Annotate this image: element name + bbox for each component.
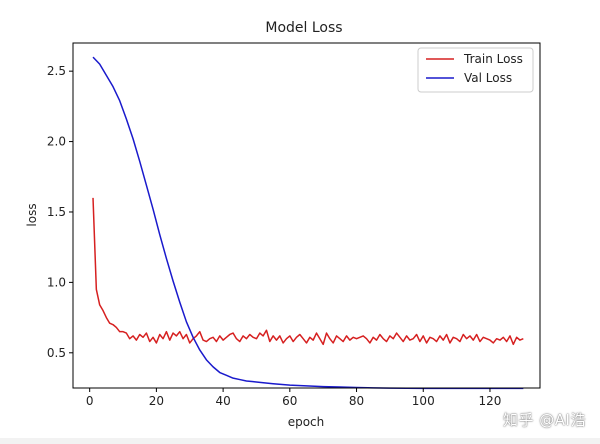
bottom-strip xyxy=(0,438,600,444)
y-axis-label: loss xyxy=(25,203,39,226)
x-tick-label-20: 20 xyxy=(149,394,164,408)
x-tick-label-80: 80 xyxy=(349,394,364,408)
y-tick-label-1: 1.0 xyxy=(47,275,66,289)
y-tick-label-2.5: 2.5 xyxy=(47,64,66,78)
x-axis: 0 20 40 60 80 100 120 xyxy=(86,388,502,408)
legend-label-train-loss: Train Loss xyxy=(463,52,523,66)
x-axis-label: epoch xyxy=(288,415,325,429)
x-tick-label-120: 120 xyxy=(479,394,502,408)
plot-frame xyxy=(72,42,541,389)
x-tick-label-100: 100 xyxy=(412,394,435,408)
y-tick-label-2: 2.0 xyxy=(47,135,66,149)
series-line-train-loss xyxy=(92,197,524,346)
x-tick-label-0: 0 xyxy=(86,394,94,408)
legend: Train Loss Val Loss xyxy=(417,47,534,93)
watermark: 知乎 @AI浩 xyxy=(503,411,586,429)
legend-label-val-loss: Val Loss xyxy=(464,71,512,85)
x-tick-label-60: 60 xyxy=(282,394,297,408)
y-tick-label-1.5: 1.5 xyxy=(47,205,66,219)
chart-title: Model Loss xyxy=(265,20,342,36)
y-axis: 0.5 1.0 1.5 2.0 2.5 xyxy=(47,64,73,360)
y-tick-label-0.5: 0.5 xyxy=(47,346,66,360)
x-tick-label-40: 40 xyxy=(215,394,230,408)
